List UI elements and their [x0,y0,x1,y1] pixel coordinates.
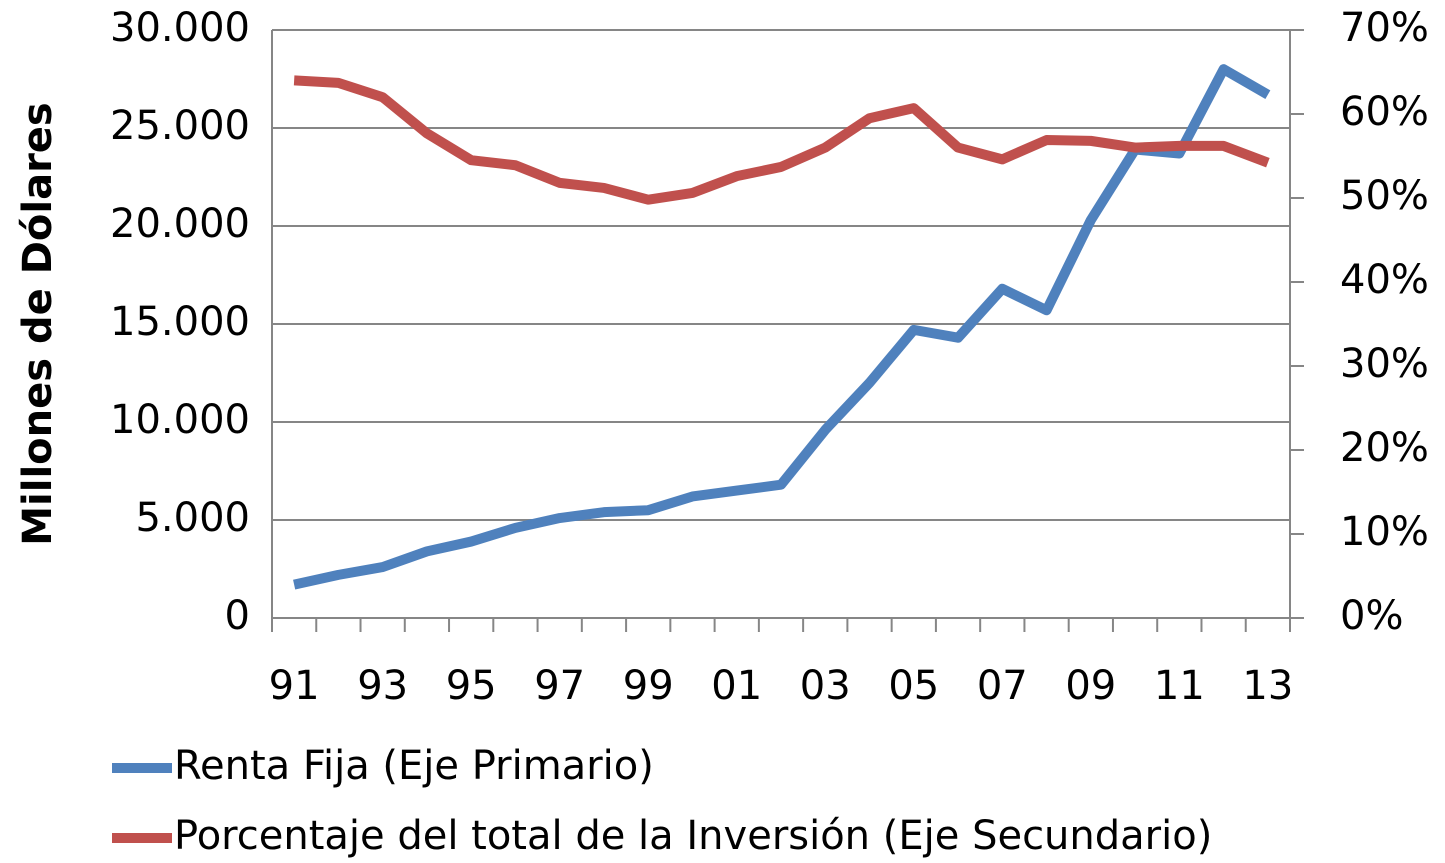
x-tick-label: 11 [1154,663,1205,709]
y2-tick-label: 20% [1340,425,1429,471]
y2-tick-label: 50% [1340,173,1429,219]
x-tick-label: 95 [446,663,497,709]
y-tick-label: 10.000 [110,397,250,443]
legend-label: Porcentaje del total de la Inversión (Ej… [174,813,1212,859]
x-tick-label: 09 [1065,663,1116,709]
x-tick-label: 05 [888,663,939,709]
series-line [293,64,1271,590]
y2-tick-label: 30% [1340,341,1429,387]
x-tick-label: 99 [623,663,674,709]
x-tick-label: 13 [1242,663,1293,709]
x-tick-label: 91 [269,663,320,709]
y-axis-title: Millones de Dólares [15,102,61,546]
y2-tick-label: 70% [1340,5,1429,51]
x-tick-label: 01 [711,663,762,709]
y-tick-label: 15.000 [110,299,250,345]
y-tick-label: 30.000 [110,5,250,51]
y-tick-label: 5.000 [135,495,250,541]
y2-tick-label: 0% [1340,593,1403,639]
y-tick-label: 0 [225,593,250,639]
y2-tick-label: 10% [1340,509,1429,555]
series-line [293,75,1270,205]
legend-label: Renta Fija (Eje Primario) [174,743,654,789]
y2-tick-label: 40% [1340,257,1429,303]
y2-tick-label: 60% [1340,89,1429,135]
x-tick-label: 97 [534,663,585,709]
y-tick-label: 20.000 [110,201,250,247]
y-tick-label: 25.000 [110,103,250,149]
x-tick-label: 03 [800,663,851,709]
x-tick-label: 07 [977,663,1028,709]
x-tick-label: 93 [357,663,408,709]
